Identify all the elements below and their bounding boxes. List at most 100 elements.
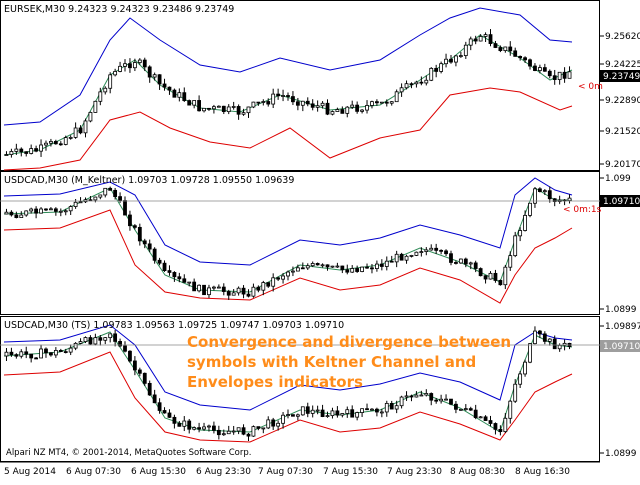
time-tick: 6 Aug 23:30 (196, 467, 251, 477)
candle-body (226, 291, 231, 296)
candle-body (468, 262, 473, 265)
candle-body (518, 55, 523, 59)
candle-body (439, 63, 444, 72)
candle-body (513, 383, 518, 402)
candle-body (73, 342, 78, 349)
candle-body (330, 111, 335, 115)
candle-body (557, 344, 562, 350)
time-tick: 7 Aug 07:30 (258, 467, 313, 477)
candle-body (295, 101, 300, 106)
candle-body (207, 287, 211, 296)
candle-body (300, 267, 305, 270)
candle-body (128, 63, 132, 69)
candle-body (370, 267, 374, 270)
candle-body (537, 67, 542, 71)
candle-body (389, 402, 394, 410)
candle-body (221, 105, 226, 113)
candle-body (261, 101, 266, 103)
candle-body (231, 430, 236, 433)
candle-body (404, 395, 409, 398)
middle-line (3, 187, 572, 293)
candle-body (562, 71, 567, 79)
price-axis-2[interactable]: 1.099 1.0899 (600, 174, 637, 315)
candle-body (320, 264, 325, 267)
candle-body (226, 430, 231, 435)
candle-body (300, 100, 305, 106)
price-axis-3[interactable]: 1.09897 1.0899 (600, 322, 640, 459)
time-tick: 6 Aug 07:30 (66, 467, 121, 477)
candle-body (286, 271, 290, 277)
candle-body (295, 414, 300, 417)
pane-3-header: USDCAD,M30 (TS) 1.09783 1.09563 1.09725 … (4, 320, 344, 331)
candle-body (39, 348, 43, 359)
candle-body (187, 100, 192, 106)
candle-body (137, 59, 142, 63)
middle-line (3, 331, 573, 433)
price-axis-1[interactable]: 9.25620 9.24225 9.22890 9.21520 9.20170 (600, 32, 640, 170)
candle-body (44, 208, 48, 211)
candle-body (508, 400, 513, 419)
candle-body (78, 127, 83, 134)
candle-body (19, 214, 24, 218)
candle-body (439, 398, 444, 402)
candle-body (473, 409, 478, 419)
candle-body (454, 262, 458, 264)
candle-body (98, 91, 103, 102)
candle-body (39, 208, 43, 214)
candle-body (236, 106, 241, 115)
price-tag-1 (600, 70, 640, 82)
candle-body (434, 399, 439, 402)
candle-body (172, 89, 177, 98)
candle-body (147, 243, 152, 250)
price-tick: 1.09897 (605, 322, 640, 332)
candle-body (98, 194, 103, 198)
candle-body (236, 287, 241, 294)
candle-body (271, 419, 276, 427)
candle-body (305, 406, 310, 414)
candle-body (29, 208, 34, 212)
candle-body (251, 101, 256, 108)
pane-2-frame (0, 171, 600, 315)
candle-body (34, 148, 39, 152)
time-axis[interactable]: 5 Aug 2014 6 Aug 07:30 6 Aug 15:30 6 Aug… (0, 461, 600, 477)
candle-body (424, 249, 429, 252)
candle-body (542, 190, 547, 193)
candle-body (330, 265, 335, 268)
candle-body (216, 105, 221, 108)
candle-body (330, 410, 335, 417)
candle-body (49, 208, 53, 211)
candle-body (251, 426, 256, 437)
candle-body (63, 137, 68, 145)
candle-body (128, 214, 132, 227)
candle-body (542, 333, 547, 342)
candle-body (513, 235, 518, 257)
candle-body (498, 280, 503, 286)
candle-body (478, 416, 483, 419)
candle-body (19, 148, 24, 153)
candle-body (528, 343, 532, 363)
candle-body (78, 341, 83, 344)
candle-body (88, 111, 93, 122)
candle-body (202, 426, 206, 430)
candle-body (537, 330, 542, 335)
candle-body (197, 427, 201, 430)
candle-body (4, 211, 9, 215)
countdown-2: < 0m:1s (563, 205, 602, 215)
candle-body (434, 67, 439, 72)
candle-body (4, 351, 9, 357)
candle-body (473, 262, 478, 269)
candle-body (167, 412, 172, 418)
candle-body (350, 104, 355, 108)
candle-body (320, 102, 325, 107)
candle-body (246, 293, 251, 297)
candle-body (315, 263, 320, 266)
candle-body (310, 103, 315, 108)
candle-body (221, 433, 226, 436)
time-tick: 8 Aug 16:30 (515, 467, 570, 477)
candle-body (350, 409, 355, 418)
candle-body (177, 92, 182, 98)
candle-body (73, 127, 78, 138)
time-tick: 5 Aug 2014 (4, 467, 56, 477)
